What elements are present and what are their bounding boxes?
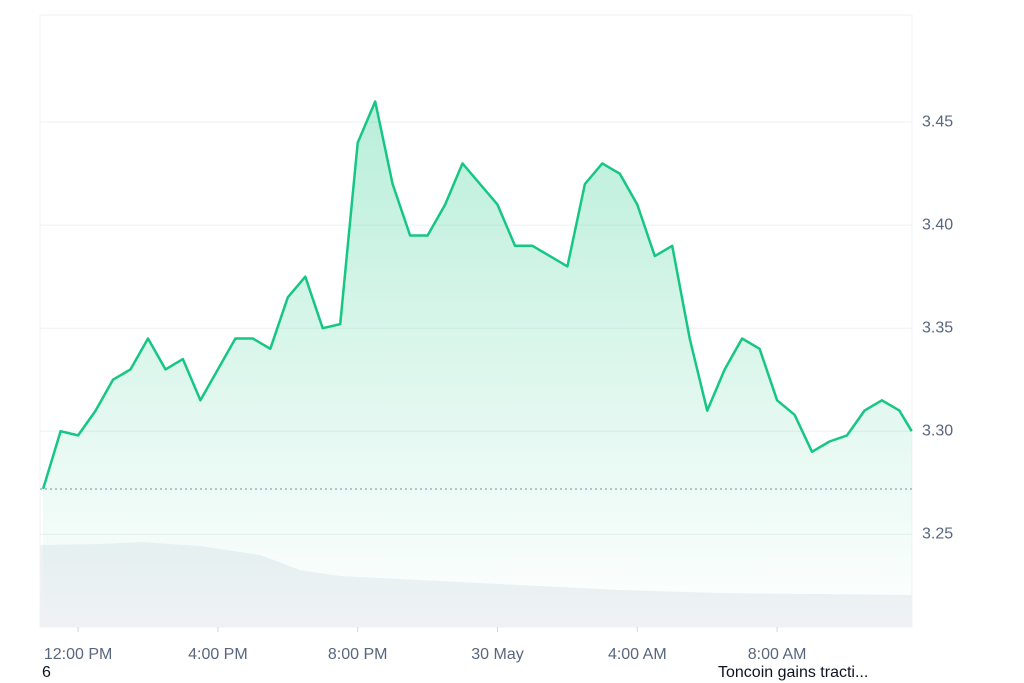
y-tick-label: 3.30: [922, 422, 953, 439]
x-tick-label: 30 May: [471, 646, 523, 663]
y-tick-label: 3.45: [922, 113, 953, 130]
x-tick-label: 8:00 PM: [328, 646, 388, 663]
y-tick-label: 3.40: [922, 216, 953, 233]
footer-left: 6: [42, 664, 51, 681]
x-tick-label: 4:00 AM: [608, 646, 667, 663]
price-line: [41, 100, 913, 490]
area-fill: [43, 101, 912, 627]
x-tick-label: 4:00 PM: [188, 646, 248, 663]
y-tick-label: 3.35: [922, 319, 953, 336]
x-tick-label: 12:00 PM: [44, 646, 112, 663]
footer-headline[interactable]: Toncoin gains tracti...: [718, 664, 868, 681]
y-tick-label: 3.25: [922, 525, 953, 542]
x-tick-label: 8:00 AM: [748, 646, 807, 663]
